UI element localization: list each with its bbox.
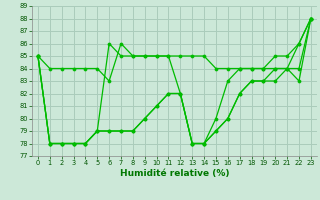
X-axis label: Humidité relative (%): Humidité relative (%): [120, 169, 229, 178]
